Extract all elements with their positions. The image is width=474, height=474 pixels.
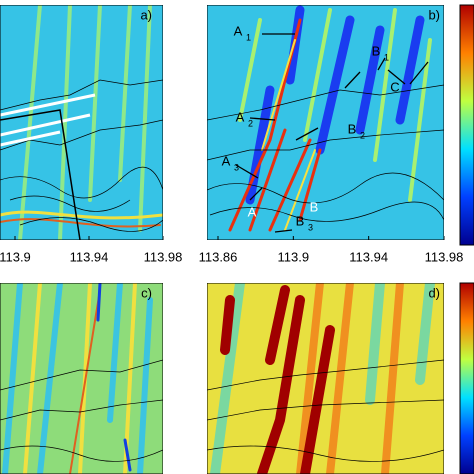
annotation-subscript: 1 [384, 52, 389, 62]
annotation: B [296, 213, 305, 228]
x-tick-label: 113.94 [70, 249, 109, 264]
annotation: B [310, 199, 319, 214]
annotation-subscript: 2 [248, 118, 253, 128]
annotation-subscript: 1 [246, 32, 251, 42]
panel-label: c) [141, 285, 152, 300]
annotation: A [234, 23, 243, 38]
panel-a-field [0, 5, 163, 240]
x-tick-label: 113.98 [425, 249, 464, 264]
x-tick-label: 113.94 [349, 249, 388, 264]
colorbar [459, 282, 474, 474]
x-tick-label: 113.86 [199, 249, 238, 264]
colorbar [459, 4, 474, 246]
annotation-subscript: 3 [234, 162, 239, 172]
panel-label: b) [428, 7, 440, 22]
annotation-subscript: 2 [360, 130, 365, 140]
arrows [235, 33, 429, 233]
annotation: A [236, 109, 245, 124]
annotation: B [348, 121, 357, 136]
annotation: C [390, 79, 399, 94]
annotation-subscript: 3 [308, 222, 313, 232]
panel-d-field [207, 283, 444, 474]
panel-b-field [207, 5, 444, 240]
panel-c-field [0, 283, 163, 474]
panel-label: a) [140, 7, 152, 22]
x-tick-label: 113.98 [144, 249, 183, 264]
annotation: A [248, 204, 257, 219]
x-tick-label: 113.9 [278, 249, 310, 264]
panel-label: d) [428, 285, 440, 300]
x-tick-label: 113.9 [0, 249, 31, 264]
annotation: A [222, 153, 231, 168]
annotation: B [372, 43, 381, 58]
